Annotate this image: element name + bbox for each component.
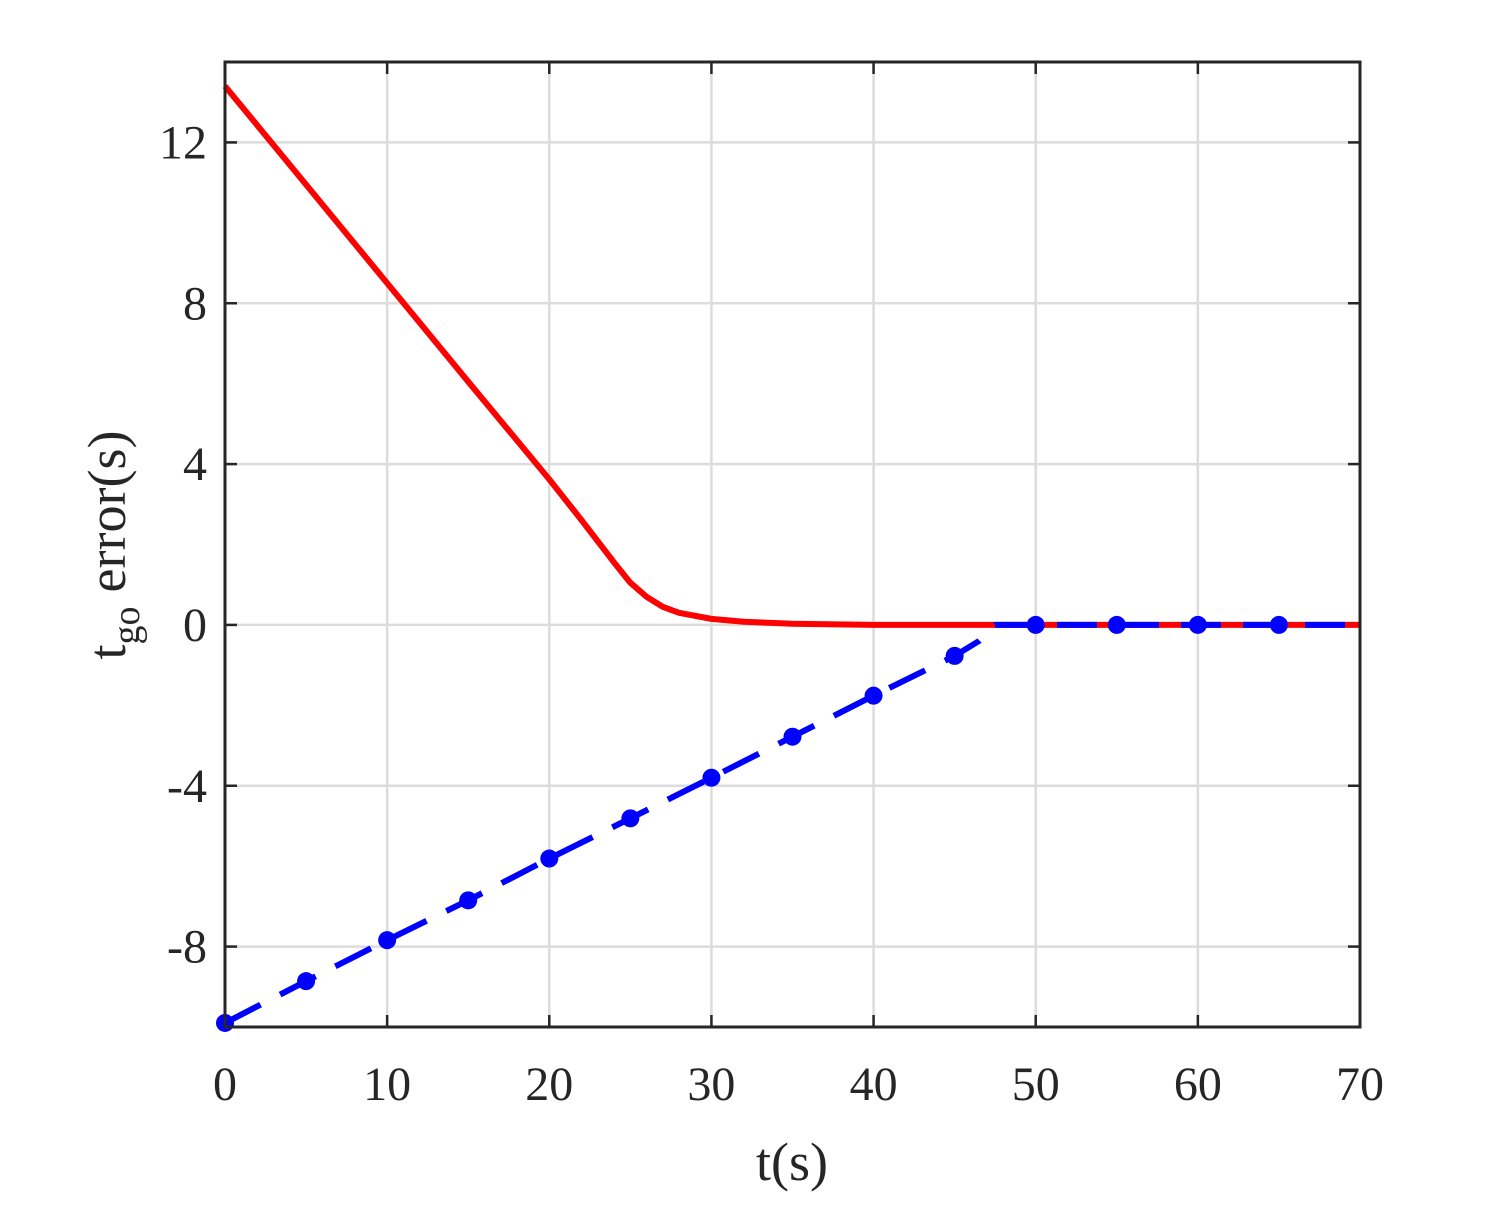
marker	[1188, 615, 1207, 634]
marker	[702, 768, 721, 787]
line-series	[223, 621, 1360, 1026]
x-tick-label: 70	[1336, 1058, 1384, 1111]
marker	[1026, 615, 1045, 634]
marker	[621, 809, 640, 828]
y-tick-label: -8	[167, 921, 207, 974]
marker	[864, 686, 883, 705]
y-label-subscript: go	[106, 606, 148, 644]
y-tick-label: 12	[159, 116, 207, 169]
x-tick-label: 30	[687, 1058, 735, 1111]
x-tick-label: 50	[1012, 1058, 1060, 1111]
marker	[540, 849, 559, 868]
marker	[378, 931, 397, 950]
marker	[945, 646, 964, 665]
x-tick-label: 10	[363, 1058, 411, 1111]
x-tick-label: 40	[850, 1058, 898, 1111]
y-tick-label: 0	[183, 599, 207, 652]
y-tick-label: -4	[167, 760, 207, 813]
marker	[783, 727, 802, 746]
x-axis-label: t(s)	[756, 1132, 828, 1192]
x-tick-label: 20	[525, 1058, 573, 1111]
y-tick-label: 8	[183, 277, 207, 330]
y-label-main: t	[77, 644, 137, 659]
marker	[1269, 615, 1288, 634]
marker	[297, 972, 316, 991]
x-tick-label: 60	[1174, 1058, 1222, 1111]
marker	[1107, 615, 1126, 634]
plot-frame	[223, 60, 1362, 1029]
marker	[459, 891, 478, 910]
y-tick-label: 4	[183, 438, 207, 491]
y-axis-label: tgo error(s)	[77, 431, 148, 660]
x-tick-label: 0	[213, 1058, 237, 1111]
y-label-rest: error(s)	[77, 431, 137, 593]
